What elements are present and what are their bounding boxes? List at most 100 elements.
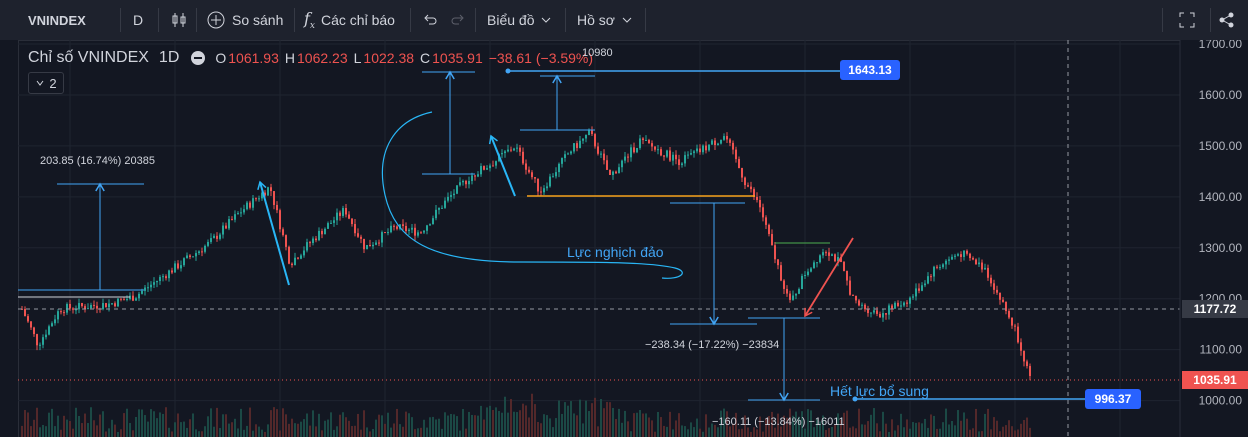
chart-menu-button[interactable]: Biểu đồ bbox=[487, 0, 552, 40]
volume-bar bbox=[465, 428, 467, 437]
candle-body bbox=[339, 212, 341, 216]
volume-bar bbox=[720, 410, 722, 437]
volume-bar bbox=[261, 429, 263, 437]
volume-bar bbox=[639, 409, 641, 437]
candle-body bbox=[144, 287, 146, 291]
volume-bar bbox=[621, 422, 623, 437]
candle-body bbox=[915, 288, 917, 297]
legend-menu-icon[interactable] bbox=[191, 51, 206, 65]
volume-bar bbox=[987, 408, 989, 437]
price-chart[interactable]: 1700.001600.001500.001400.001300.001200.… bbox=[0, 40, 1248, 437]
volume-bar bbox=[663, 425, 665, 437]
volume-bar bbox=[588, 411, 590, 437]
measure-label-1: 203.85 (16.74%) 20385 bbox=[40, 155, 155, 167]
candle-body bbox=[234, 214, 236, 220]
candle-body bbox=[255, 198, 257, 200]
volume-bar bbox=[453, 414, 455, 437]
candle-body bbox=[303, 250, 305, 256]
volume-bar bbox=[615, 419, 617, 437]
volume-bar bbox=[165, 407, 167, 437]
volume-bar bbox=[495, 407, 497, 437]
compare-button[interactable]: So sánh bbox=[206, 0, 283, 40]
candle-body bbox=[900, 305, 902, 307]
candle-body bbox=[393, 225, 395, 227]
candle-body bbox=[111, 303, 113, 305]
share-button[interactable] bbox=[1218, 0, 1236, 40]
candle-body bbox=[1014, 325, 1016, 327]
legend-collapse-button[interactable]: 2 bbox=[28, 72, 64, 94]
candle-body bbox=[795, 293, 797, 296]
candle-body bbox=[729, 139, 731, 143]
volume-bar bbox=[54, 426, 56, 437]
volume-bar bbox=[609, 402, 611, 437]
candle-body bbox=[426, 225, 428, 231]
redo-button[interactable] bbox=[450, 0, 466, 40]
volume-bar bbox=[75, 407, 77, 437]
volume-bar bbox=[726, 411, 728, 437]
candle-body bbox=[213, 235, 215, 239]
volume-bar bbox=[1020, 423, 1022, 437]
volume-bar bbox=[513, 411, 515, 437]
volume-bar bbox=[945, 408, 947, 437]
candle-body bbox=[636, 147, 638, 153]
volume-bar bbox=[183, 421, 185, 437]
volume-bar bbox=[441, 428, 443, 437]
candle-body bbox=[330, 222, 332, 224]
candle-body bbox=[615, 171, 617, 174]
candle-body bbox=[939, 267, 941, 269]
candle-body bbox=[657, 149, 659, 151]
target-low-badge[interactable]: 996.37 bbox=[1085, 389, 1141, 409]
volume-bar bbox=[174, 422, 176, 437]
volume-bar bbox=[24, 410, 26, 437]
candle-body bbox=[921, 285, 923, 291]
candle-body bbox=[642, 138, 644, 141]
volume-bar bbox=[948, 424, 950, 437]
candle-body bbox=[708, 144, 710, 151]
candle-body bbox=[276, 204, 278, 211]
volume-bar bbox=[132, 430, 134, 437]
volume-bar bbox=[402, 426, 404, 437]
volume-bar bbox=[783, 415, 785, 437]
volume-bar bbox=[756, 429, 758, 437]
volume-bar bbox=[210, 408, 212, 437]
candle-body bbox=[261, 192, 263, 199]
volume-bar bbox=[459, 430, 461, 437]
profile-menu-button[interactable]: Hồ sơ bbox=[577, 0, 633, 40]
candle-body bbox=[474, 175, 476, 177]
volume-bar bbox=[606, 401, 608, 437]
candle-body bbox=[981, 262, 983, 270]
candle-body bbox=[294, 257, 296, 266]
volume-bar bbox=[840, 419, 842, 437]
candle-body bbox=[687, 154, 689, 156]
price-tick-label: 1400.00 bbox=[1199, 190, 1243, 204]
candle-body bbox=[153, 282, 155, 285]
candle-body bbox=[54, 319, 56, 324]
drawing-toolbar-strip[interactable] bbox=[0, 40, 19, 437]
undo-button[interactable] bbox=[422, 0, 438, 40]
candle-body bbox=[108, 303, 110, 308]
volume-bar bbox=[366, 427, 368, 437]
indicators-button[interactable]: fx Các chỉ báo bbox=[304, 0, 395, 40]
candle-body bbox=[312, 238, 314, 243]
volume-bar bbox=[474, 415, 476, 437]
volume-bar bbox=[162, 413, 164, 437]
divider bbox=[1162, 8, 1163, 32]
chart-type-button[interactable] bbox=[170, 0, 188, 40]
volume-bar bbox=[939, 428, 941, 437]
symbol-search[interactable]: VNINDEX bbox=[28, 0, 86, 40]
volume-bar bbox=[882, 411, 884, 437]
target-high-badge[interactable]: 1643.13 bbox=[840, 60, 900, 80]
fullscreen-button[interactable] bbox=[1178, 0, 1196, 40]
volume-bar bbox=[510, 399, 512, 437]
candle-body bbox=[747, 185, 749, 187]
candle-body bbox=[582, 138, 584, 141]
volume-bar bbox=[927, 427, 929, 437]
interval-button[interactable]: D bbox=[133, 0, 143, 40]
candle-body bbox=[168, 270, 170, 279]
candle-body bbox=[48, 326, 50, 335]
volume-bar bbox=[309, 425, 311, 437]
candle-body bbox=[507, 149, 509, 152]
candle-body bbox=[771, 234, 773, 246]
candle-body bbox=[618, 167, 620, 174]
candle-body bbox=[366, 244, 368, 250]
